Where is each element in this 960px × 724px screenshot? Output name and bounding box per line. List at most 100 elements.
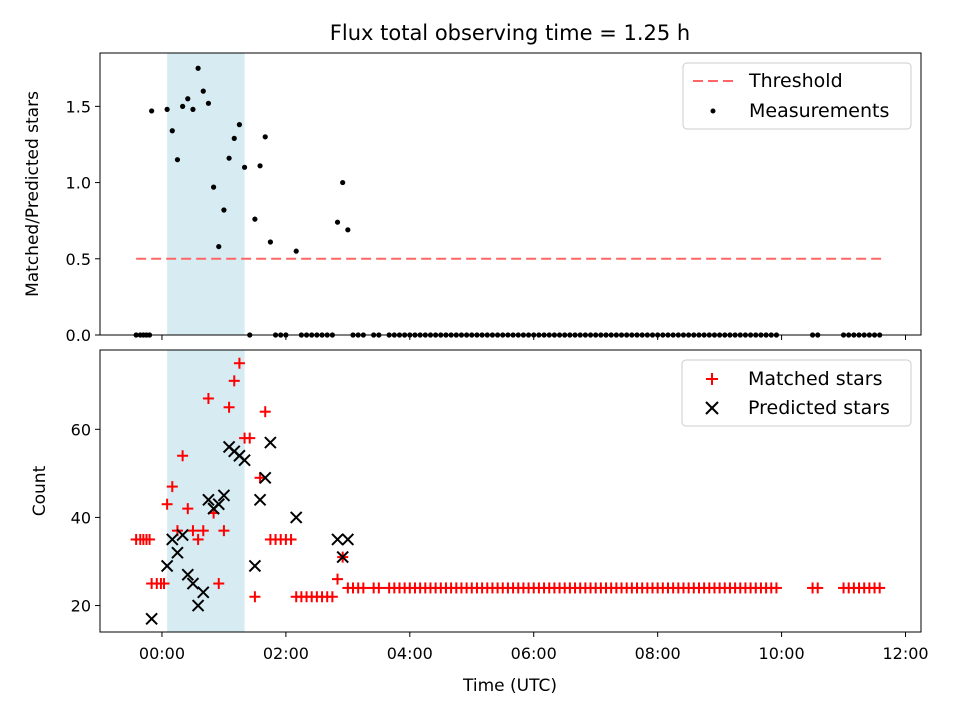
predicted-star-point (181, 568, 194, 581)
measurement-point (293, 248, 299, 254)
predicted-star-point (212, 498, 225, 511)
matched-star-point (373, 582, 385, 594)
matched-star-point (770, 582, 782, 594)
measurements-legend-label: Measurements (749, 100, 889, 122)
measurement-point (345, 227, 351, 233)
measurement-point (252, 216, 258, 222)
top-legend: Threshold Measurements (682, 62, 912, 130)
x-axis-label: Time (UTC) (462, 676, 557, 696)
measurement-point (185, 96, 191, 102)
measurement-point (205, 100, 212, 106)
bottom-x-tick-label: 04:00 (387, 644, 433, 663)
matched-star-point (249, 591, 261, 603)
predicted-star-point (171, 546, 184, 559)
matched-star-point (187, 525, 199, 537)
measurement-point (340, 179, 346, 186)
threshold-legend-label: Threshold (748, 70, 843, 92)
bottom-x-tick-label: 00:00 (139, 644, 185, 663)
matched-star-point (244, 432, 256, 444)
top-x-ticks (161, 335, 907, 340)
matched-star-point (332, 573, 344, 585)
predicted-star-point (238, 453, 251, 467)
measurement-point (231, 135, 237, 141)
predicted-star-point (341, 533, 355, 546)
measurement-point (221, 207, 227, 213)
bottom-x-tick-label: 06:00 (511, 644, 557, 663)
predicted-star-point (145, 612, 158, 625)
top-y-tick-label: 1.0 (66, 174, 91, 193)
matched-star-point (357, 582, 369, 594)
matched-legend-label: Matched stars (748, 368, 882, 390)
bottom-y-axis-label: Count (30, 465, 50, 516)
predicted-legend-label: Predicted stars (748, 397, 890, 419)
bottom-y-tick-label: 40 (71, 508, 91, 527)
predicted-star-point (290, 511, 303, 524)
bottom-legend: Matched stars Predicted stars (681, 359, 912, 427)
predicted-star-point (197, 586, 210, 599)
top-highlight-span (167, 53, 245, 335)
measurement-point (226, 155, 232, 161)
measurement-point (164, 106, 170, 112)
matched-star-point (177, 450, 189, 462)
matched-star-point (223, 401, 235, 413)
matched-star-point (285, 533, 297, 545)
matched-star-point (166, 481, 178, 493)
chart-title: Flux total observing time = 1.25 h (330, 21, 690, 45)
top-panel: 0.0 0.5 1.0 1.5 Matched/Predicted stars Thr… (23, 52, 922, 345)
predicted-star-point (336, 550, 349, 564)
matched-star-point (144, 533, 156, 545)
matched-star-point (259, 406, 271, 418)
matched-star-point (192, 533, 204, 545)
measurements-legend-swatch (710, 108, 716, 114)
measurement-point (236, 122, 243, 128)
predicted-star-point (331, 533, 344, 546)
measurement-point (262, 134, 268, 140)
bottom-panel: 20 40 60 00:00 02:00 04:00 06:00 08:00 10:00 12:… (30, 349, 929, 696)
predicted-star-point (264, 436, 277, 449)
measurement-point (195, 65, 201, 71)
predicted-star-point (253, 493, 267, 507)
matched-star-point (213, 578, 225, 590)
measurement-point (334, 219, 341, 225)
predicted-star-point (186, 577, 200, 590)
matched-star-point (218, 525, 230, 537)
matched-star-point (326, 591, 338, 603)
top-legend-box (682, 62, 912, 130)
matched-star-point (197, 525, 209, 537)
measurement-point (169, 128, 175, 134)
measurement-point (190, 106, 196, 112)
matched-star-point (182, 503, 194, 515)
predicted-star-point (166, 533, 179, 546)
measurement-point (257, 163, 263, 169)
matched-star-point (161, 498, 173, 510)
measurement-point (149, 108, 155, 114)
bottom-x-tick-label: 02:00 (263, 644, 309, 663)
predicted-star-point (248, 559, 262, 573)
bottom-legend-box (681, 359, 912, 427)
matched-legend-swatch (706, 373, 718, 385)
bottom-x-ticks: 00:00 02:00 04:00 06:00 08:00 10:00 12:00 (139, 632, 929, 663)
measurement-point (267, 239, 273, 245)
matched-stars-series (130, 357, 886, 603)
top-y-tick-label: 0.0 (66, 326, 91, 345)
bottom-y-ticks: 20 40 60 (71, 420, 100, 616)
bottom-y-tick-label: 20 (71, 597, 91, 616)
matched-star-point (812, 582, 824, 594)
bottom-y-tick-label: 60 (71, 420, 91, 439)
predicted-star-point (191, 599, 205, 612)
predicted-star-point (217, 489, 231, 502)
top-y-ticks: 0.0 0.5 1.0 1.5 (66, 97, 100, 345)
predicted-star-point (202, 493, 215, 507)
bottom-highlight-span (167, 350, 245, 632)
measurement-point (200, 88, 206, 94)
bottom-x-tick-label: 10:00 (759, 644, 805, 663)
measurement-point (241, 164, 248, 170)
predicted-star-point (259, 471, 272, 484)
predicted-star-point (176, 528, 189, 542)
measurement-point (180, 103, 186, 109)
measurement-point (174, 157, 181, 163)
matched-star-point (233, 357, 245, 369)
matched-star-point (202, 392, 214, 404)
